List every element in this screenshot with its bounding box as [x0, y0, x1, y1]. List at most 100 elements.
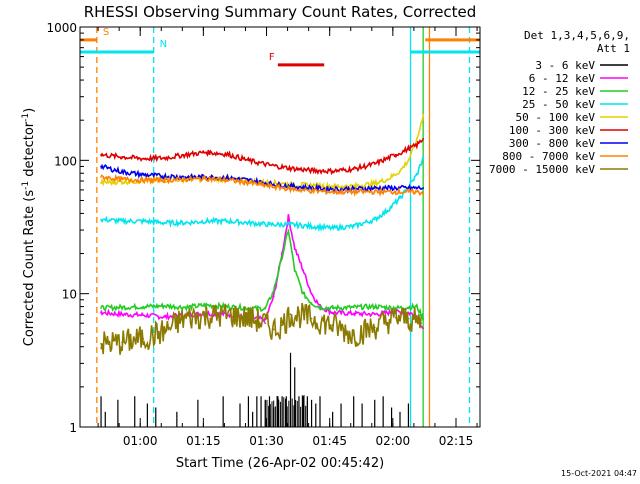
data-point: [293, 247, 296, 249]
data-point: [163, 175, 166, 178]
data-point: [373, 163, 376, 165]
series-line: [100, 302, 422, 355]
data-point: [163, 221, 166, 224]
series-group: [100, 214, 425, 330]
data-point: [142, 173, 145, 176]
data-point: [100, 153, 102, 156]
data-point: [287, 215, 290, 218]
x-tick-label: 01:30: [249, 434, 284, 448]
data-point: [121, 170, 124, 173]
data-point: [100, 165, 102, 168]
data-point: [293, 269, 296, 272]
legend-label: 50 - 100 keV: [516, 111, 596, 124]
data-point: [422, 156, 425, 159]
legend-header-line2: Att 1: [597, 42, 630, 55]
series-group: [100, 173, 425, 197]
data-point: [184, 153, 187, 156]
data-point: [331, 190, 334, 193]
series-line: [100, 155, 424, 233]
data-point: [205, 151, 208, 154]
data-point: [407, 147, 410, 150]
data-point: [407, 190, 410, 193]
data-point: [142, 179, 145, 182]
data-point: [415, 187, 418, 189]
data-point: [422, 191, 425, 194]
data-point: [268, 223, 271, 226]
data-point: [399, 170, 401, 173]
data-point: [100, 181, 102, 184]
data-point: [226, 153, 229, 156]
data-point: [121, 156, 124, 158]
y-label-base: Corrected Count Rate (s: [22, 190, 37, 347]
data-point: [352, 188, 355, 190]
data-point: [289, 188, 292, 190]
data-point: [142, 157, 145, 160]
x-axis-label: Start Time (26-Apr-02 00:45:42): [176, 456, 384, 471]
data-point: [205, 304, 208, 307]
data-point: [373, 313, 376, 316]
flag-label: N: [160, 39, 167, 50]
data-point: [163, 315, 166, 318]
data-point: [287, 229, 290, 231]
data-point: [142, 220, 145, 223]
data-point: [163, 179, 166, 182]
legend-label: 3 - 6 keV: [535, 59, 595, 72]
data-point: [142, 305, 145, 308]
flag-label: F: [269, 52, 275, 63]
data-point: [205, 315, 208, 317]
series-group: [100, 155, 425, 233]
series-group: [100, 352, 410, 427]
data-point: [247, 221, 250, 224]
data-point: [422, 187, 425, 189]
flag-label: S: [103, 27, 109, 38]
x-axis: 01:00 01:15 01:30 01:45 02:00 02:15: [97, 27, 478, 448]
data-point: [394, 187, 397, 189]
data-point: [226, 220, 229, 223]
data-point: [407, 306, 410, 309]
data-point: [205, 220, 208, 223]
data-point: [289, 223, 292, 226]
data-point: [121, 180, 124, 183]
data-point: [386, 178, 389, 181]
data-point: [407, 187, 410, 189]
x-tick-label: 02:00: [376, 434, 411, 448]
data-point: [163, 330, 166, 333]
data-point: [394, 190, 397, 193]
data-point: [272, 328, 275, 331]
data-point: [415, 305, 418, 308]
data-point: [394, 307, 397, 309]
data-point: [331, 307, 334, 309]
data-point: [121, 220, 124, 223]
data-point: [272, 295, 275, 298]
series-group: [100, 113, 425, 192]
y-tick-label: 1: [69, 421, 77, 435]
data-point: [281, 255, 284, 258]
plot-frame: [79, 26, 481, 428]
data-point: [226, 179, 229, 182]
data-point: [121, 178, 124, 181]
data-point: [100, 307, 102, 309]
data-point: [310, 302, 313, 304]
data-point: [298, 314, 300, 317]
data-point: [121, 313, 124, 316]
data-point: [399, 197, 401, 200]
data-point: [373, 326, 376, 329]
data-point: [352, 312, 355, 315]
x-tick-label: 01:15: [186, 434, 221, 448]
plot-decorations: S N F: [80, 27, 480, 427]
data-point: [184, 221, 187, 224]
data-point: [205, 177, 208, 180]
series-line: [100, 214, 424, 330]
data-point: [100, 311, 102, 314]
data-point: [310, 169, 313, 172]
data-point: [302, 292, 305, 295]
data-point: [289, 167, 292, 170]
x-tick-label: 02:15: [439, 434, 474, 448]
data-point: [163, 304, 166, 307]
data-point: [226, 314, 229, 317]
series-line: [100, 163, 424, 194]
data-point: [310, 184, 313, 187]
legend-label: 300 - 800 keV: [509, 137, 595, 150]
legend-label: 100 - 300 keV: [509, 124, 595, 137]
